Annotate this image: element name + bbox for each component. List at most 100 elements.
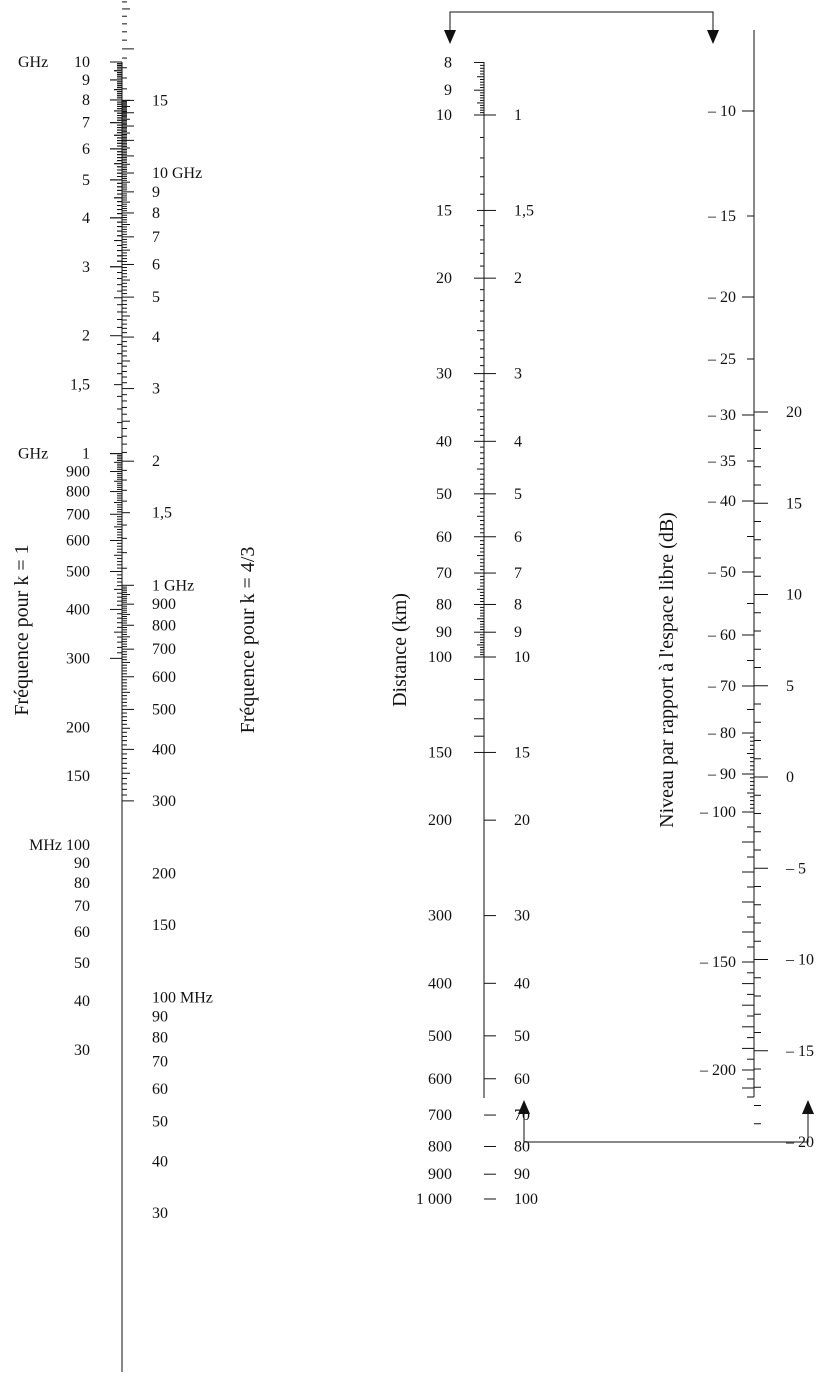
distance-right-label: 15	[514, 744, 530, 761]
distance-right-label: 3	[514, 366, 522, 383]
freq-k1-label: GHz	[18, 446, 48, 463]
distance-right-label: 8	[514, 596, 522, 613]
freq-k1-label: 4	[82, 210, 90, 227]
distance-km-label: 30	[436, 366, 452, 383]
distance-right-label: 50	[514, 1028, 530, 1045]
freq-k43-label: 300	[152, 793, 176, 810]
freq-k1-label: 600	[66, 532, 90, 549]
distance-right-label: 20	[514, 812, 530, 829]
freq-k1-label: 80	[74, 875, 90, 892]
distance-km-label: 100	[428, 649, 452, 666]
freq-k1-label: 700	[66, 506, 90, 523]
distance-right-label: 100	[514, 1191, 538, 1208]
freq-k43-label: 40	[152, 1154, 168, 1171]
distance-right-label: 1,5	[514, 202, 534, 219]
distance-right-label: 1	[514, 107, 522, 124]
freq-k43-label: 150	[152, 917, 176, 934]
freq-k43-label: 50	[152, 1114, 168, 1131]
freq-k1-label: 300	[66, 650, 90, 667]
level-left-label: – 200	[699, 1062, 736, 1079]
distance-right-label: 30	[514, 908, 530, 925]
freq-k1-label: 5	[82, 172, 90, 189]
freq-k43-label: 900	[152, 596, 176, 613]
freq-k43-label: 80	[152, 1030, 168, 1047]
level-right-label: 5	[786, 678, 794, 695]
freq-k43-label: 90	[152, 1008, 168, 1025]
freq-k43-label: 400	[152, 741, 176, 758]
distance-right-label: 4	[514, 433, 522, 450]
freq-k43-label: 15	[152, 92, 168, 109]
freq-k43-label: 30	[152, 1205, 168, 1222]
freq-k43-label: 8	[152, 205, 160, 222]
level-left-label: – 50	[707, 564, 736, 581]
freq-k43-label: 1,5	[152, 505, 172, 522]
distance-km-label: 10	[436, 107, 452, 124]
freq-k43-label: 600	[152, 669, 176, 686]
freq-k43-label: 5	[152, 289, 160, 306]
level-left-label: – 30	[707, 407, 736, 424]
level-right-label: – 15	[785, 1043, 814, 1060]
distance-km-label: 1 000	[416, 1191, 452, 1208]
level-right-label: – 10	[785, 952, 814, 969]
distance-right-label: 9	[514, 624, 522, 641]
freq-k1-label: 7	[82, 115, 90, 132]
distance-right-label: 6	[514, 529, 522, 546]
level-left-label: – 90	[707, 766, 736, 783]
level-left-label: – 80	[707, 725, 736, 742]
distance-km-label: 150	[428, 744, 452, 761]
freq-k43-label: 7	[152, 229, 160, 246]
bottom-connector-arrow	[523, 1106, 809, 1143]
freq-k1-label: 500	[66, 563, 90, 580]
top-connector-arrow	[449, 11, 714, 38]
level-left-label: – 35	[707, 453, 736, 470]
freq-k1-label: 1	[82, 446, 90, 463]
bottom-left-arrowhead	[518, 1100, 530, 1114]
freq-k1-label: 90	[74, 855, 90, 872]
distance-km-label: 60	[436, 529, 452, 546]
freq-k1-label: 40	[74, 993, 90, 1010]
freq-k1-label: 70	[74, 898, 90, 915]
distance-km-label: 9	[444, 82, 452, 99]
freq-k43-label: 100 MHz	[152, 990, 213, 1007]
freq-k1-label: 50	[74, 955, 90, 972]
distance-right-label: 10	[514, 649, 530, 666]
freq-k1-label: 10	[74, 54, 90, 71]
distance-km-label: 500	[428, 1028, 452, 1045]
freq-k1-label: 800	[66, 484, 90, 501]
distance-km-label: 400	[428, 975, 452, 992]
distance-right-label: 2	[514, 270, 522, 287]
level-left-label: – 15	[707, 208, 736, 225]
freq-k43-label: 500	[152, 701, 176, 718]
level-left-label: – 60	[707, 627, 736, 644]
freq-k1-label: GHz	[18, 54, 48, 71]
freq-k1-label: 8	[82, 92, 90, 109]
level-right-label: 15	[786, 495, 802, 512]
frequency-k1-axis-title: Fréquence pour k = 1	[11, 544, 33, 715]
distance-right-label: 7	[514, 565, 522, 582]
freq-k43-label: 2	[152, 453, 160, 470]
freq-k43-label: 3	[152, 381, 160, 398]
top-left-arrowhead	[444, 30, 456, 44]
top-right-arrowhead	[707, 30, 719, 44]
distance-km-label: 200	[428, 812, 452, 829]
freq-k1-label: 9	[82, 72, 90, 89]
level-right-label: 0	[786, 769, 794, 786]
distance-right-label: 60	[514, 1071, 530, 1088]
bottom-right-arrowhead	[802, 1100, 814, 1114]
distance-right-label: 5	[514, 486, 522, 503]
level-left-label: – 10	[707, 103, 736, 120]
level-left-label: – 20	[707, 289, 736, 306]
freq-k43-label: 1 GHz	[152, 577, 194, 594]
level-left-label: – 70	[707, 678, 736, 695]
freq-k1-label: 2	[82, 328, 90, 345]
level-left-label: – 40	[707, 493, 736, 510]
freq-k1-label: 1,5	[70, 377, 90, 394]
level-right-label: – 5	[785, 860, 806, 877]
distance-km-label: 20	[436, 270, 452, 287]
distance-right-label: 40	[514, 975, 530, 992]
freq-k43-label: 700	[152, 641, 176, 658]
freq-k1-label: 400	[66, 601, 90, 618]
distance-km-label: 40	[436, 433, 452, 450]
